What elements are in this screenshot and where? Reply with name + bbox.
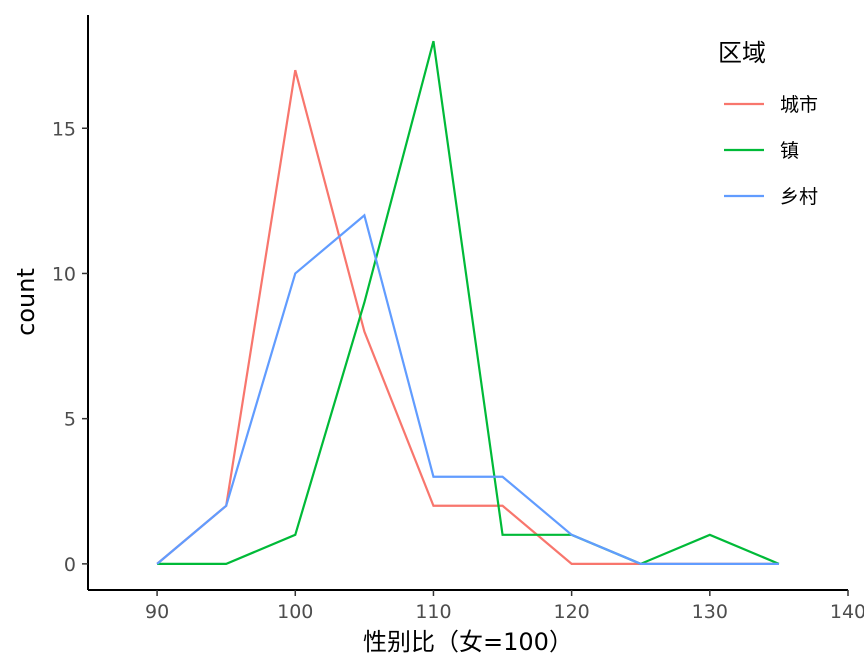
- x-tick-label: 130: [692, 601, 728, 623]
- x-axis-ticks: 90 100 110 120 130 140: [145, 590, 864, 623]
- y-tick-label: 15: [52, 118, 76, 140]
- legend-label: 镇: [780, 140, 799, 162]
- x-tick-label: 140: [830, 601, 864, 623]
- y-tick-label: 0: [64, 554, 76, 576]
- series-line-1: [156, 69, 779, 565]
- series-line-3: [156, 213, 779, 565]
- legend-item: 乡村: [724, 186, 818, 208]
- legend-item: 城市: [724, 94, 818, 116]
- x-axis-title: 性别比（女=100）: [363, 628, 573, 656]
- y-axis-ticks: 0 5 10 15: [52, 118, 88, 576]
- legend-label: 城市: [780, 94, 818, 116]
- x-tick-label: 90: [145, 601, 169, 623]
- series-lines: [156, 40, 780, 566]
- series-line-2: [157, 40, 780, 566]
- legend-title: 区域: [718, 39, 766, 67]
- legend-label: 乡村: [780, 186, 818, 208]
- axes: [87, 15, 848, 591]
- y-axis-title: count: [12, 268, 40, 336]
- x-tick-label: 120: [554, 601, 590, 623]
- y-tick-label: 10: [52, 263, 76, 285]
- x-tick-label: 110: [415, 601, 451, 623]
- x-tick-label: 100: [277, 601, 313, 623]
- y-tick-label: 5: [64, 409, 76, 431]
- legend-item: 镇: [724, 140, 799, 162]
